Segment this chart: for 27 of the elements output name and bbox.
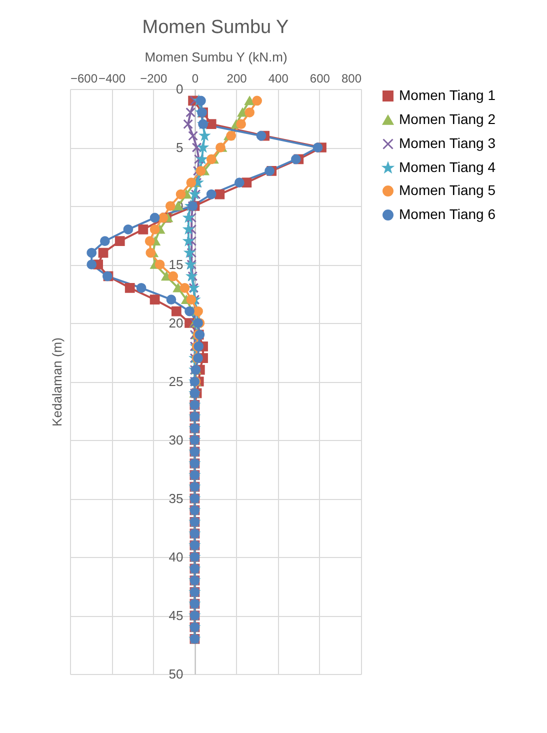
y-tick-label: 25 <box>168 374 184 389</box>
x-tick-label: 200 <box>226 72 248 86</box>
x-tick-label: −200 <box>140 72 168 86</box>
legend-label: Momen Tiang 2 <box>399 111 496 127</box>
y-tick-label: 20 <box>168 316 184 330</box>
x-tick-label: −600 <box>70 72 98 86</box>
y-tick-label: 40 <box>168 550 184 564</box>
x-tick-label: −400 <box>98 72 126 86</box>
x-axis-title: Momen Sumbu Y (kN.m) <box>144 50 288 64</box>
chart-title: Momen Sumbu Y <box>142 17 290 38</box>
x-tick-label: 600 <box>310 72 330 86</box>
y-tick-label: 15 <box>168 257 184 272</box>
y-tick-label: 50 <box>168 666 184 682</box>
y-axis-title: Kedalaman (m) <box>50 338 64 426</box>
x-tick-label: 0 <box>192 72 199 86</box>
y-tick-label: 5 <box>176 140 184 155</box>
legend-label: Momen Tiang 4 <box>399 159 496 175</box>
legend-label: Momen Tiang 6 <box>399 206 496 222</box>
x-tick-label: 400 <box>268 72 289 86</box>
x-tick-label: 800 <box>341 72 362 86</box>
legend-label: Momen Tiang 3 <box>399 135 496 151</box>
y-tick-label: 45 <box>168 608 184 623</box>
y-tick-label: 0 <box>176 82 184 96</box>
legend-label: Momen Tiang 5 <box>399 182 496 198</box>
y-tick-label: 35 <box>168 491 184 506</box>
legend-label: Momen Tiang 1 <box>399 87 496 103</box>
y-tick-label: 30 <box>168 432 184 448</box>
